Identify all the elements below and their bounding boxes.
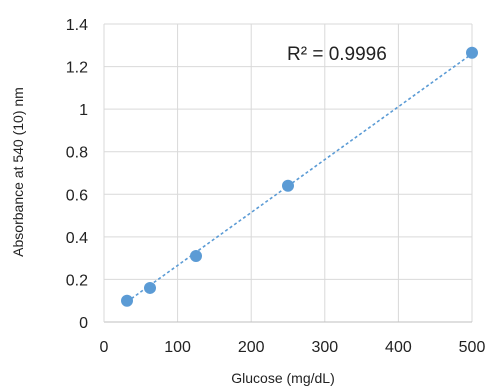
r-squared-annotation: R² = 0.9996 xyxy=(287,44,387,65)
tick-labels: 0 0.2 0.4 0.6 0.8 1 1.2 1.4 0 100 200 300 400 500 xyxy=(66,17,486,356)
x-tick-label: 500 xyxy=(459,339,486,356)
x-tick-label: 300 xyxy=(311,339,338,356)
x-axis-title: Glucose (mg/dL) xyxy=(231,370,334,386)
data-point xyxy=(466,46,478,59)
grid xyxy=(104,23,473,322)
y-tick-label: 0.8 xyxy=(66,145,88,162)
y-tick-label: 0.6 xyxy=(66,187,88,204)
data-point xyxy=(282,179,294,192)
y-tick-label: 0.2 xyxy=(66,272,88,289)
y-tick-label: 1.4 xyxy=(66,17,88,34)
data-points xyxy=(121,46,478,307)
x-tick-label: 400 xyxy=(385,339,412,356)
y-tick-label: 0.4 xyxy=(66,230,88,247)
y-tick-label: 1 xyxy=(79,102,88,119)
x-tick-label: 0 xyxy=(100,339,109,356)
axes xyxy=(103,24,472,323)
linear-trendline xyxy=(126,53,473,303)
data-point xyxy=(144,281,156,294)
data-point xyxy=(190,250,202,263)
x-tick-label: 200 xyxy=(238,339,265,356)
y-tick-label: 0 xyxy=(79,315,88,332)
trendline-group xyxy=(126,53,473,303)
x-tick-label: 100 xyxy=(164,339,191,356)
y-tick-label: 1.2 xyxy=(66,60,88,77)
y-axis-title: Absorbance at 540 (10) nm xyxy=(10,87,26,257)
data-point xyxy=(121,294,133,307)
